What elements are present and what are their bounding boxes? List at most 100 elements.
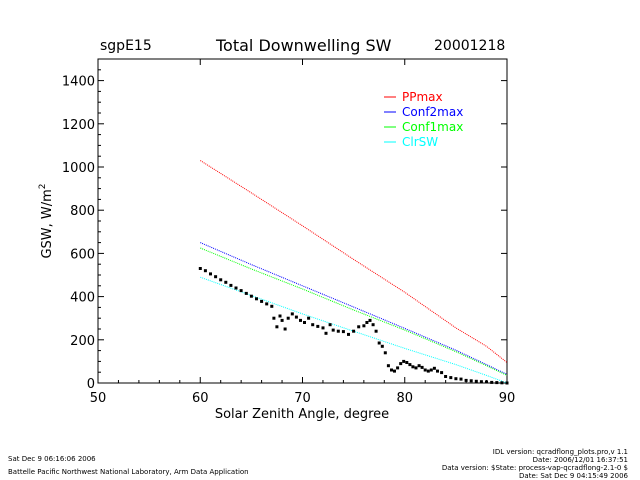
x-tick-label: 50 (90, 391, 107, 406)
data-point (239, 289, 243, 293)
data-point (299, 318, 302, 322)
chart-title: Total Downwelling SW (216, 36, 392, 55)
data-point (272, 316, 276, 320)
data-point (214, 275, 218, 279)
data-point (436, 369, 439, 373)
x-tick-label: 80 (396, 391, 413, 406)
data-point (380, 344, 384, 348)
data-point (495, 381, 499, 385)
data-point (408, 363, 412, 367)
data-point (203, 269, 207, 273)
data-point (294, 315, 298, 319)
data-point (303, 321, 306, 324)
data-point (278, 314, 282, 318)
data-point (365, 321, 369, 324)
data-point (341, 330, 345, 334)
data-point (414, 366, 418, 370)
data-point (249, 294, 253, 298)
data-point (316, 324, 320, 328)
data-point (307, 316, 311, 320)
x-tick-label: 70 (294, 391, 311, 406)
data-point (275, 325, 279, 329)
data-point (429, 368, 433, 372)
data-point (393, 369, 396, 373)
data-point (399, 362, 403, 366)
data-point (371, 323, 375, 327)
data-point (255, 297, 258, 301)
data-point (411, 365, 415, 369)
y-axis-label-superscript: 2 (38, 183, 48, 189)
x-axis-label: Solar Zenith Angle, degree (215, 407, 389, 422)
data-point (440, 371, 444, 375)
run-time: Sat Dec 9 06:16:06 2006 (8, 455, 96, 463)
series-line-ppmax (200, 160, 508, 363)
data-point (459, 377, 463, 381)
data-version: Data version: $State: process-vap-qcradf… (441, 464, 628, 472)
data-point (469, 379, 473, 383)
idl-version: IDL version: qcradflong_plots.pro,v 1.1 (492, 448, 628, 456)
data-point (383, 351, 387, 355)
site-label: sgpE15 (100, 38, 152, 54)
y-axis-label: GSW, W/m2 (38, 183, 55, 258)
data-point (420, 365, 424, 369)
data-point (219, 278, 223, 282)
data-point (280, 318, 284, 322)
data-point (374, 329, 378, 333)
data-point (444, 375, 448, 378)
y-axis-label-base: GSW, W/m (40, 189, 55, 258)
data-point (490, 380, 494, 384)
y-tick-label: 1200 (62, 118, 95, 133)
data-point (368, 318, 372, 322)
data-point (286, 316, 290, 320)
legend-label-ppmax: PPmax (402, 90, 443, 104)
legend-label-conf2max: Conf2max (402, 105, 463, 119)
data-point (352, 329, 356, 333)
data-point (386, 364, 390, 368)
data-point (402, 359, 406, 363)
y-tick-label: 1400 (62, 75, 95, 90)
data-point (311, 323, 315, 327)
legend-label-conf1max: Conf1max (402, 120, 463, 134)
data-point (244, 291, 248, 295)
series-line-conf1max (200, 247, 508, 376)
data-point (423, 368, 427, 372)
data-point (464, 378, 468, 382)
x-tick-label: 90 (499, 391, 516, 406)
data-point (390, 368, 393, 372)
data-point (500, 381, 504, 385)
y-tick-label: 400 (70, 291, 95, 306)
data-date: Date: Sat Dec 9 04:15:49 2006 (519, 472, 628, 480)
data-point (265, 302, 269, 306)
data-point (198, 267, 202, 270)
data-point (426, 369, 430, 373)
data-point (357, 325, 361, 329)
data-point (321, 326, 325, 330)
data-point (362, 324, 366, 328)
data-point (336, 329, 340, 333)
legend-label-clrsw: ClrSW (402, 135, 438, 149)
data-point (234, 286, 238, 290)
idl-date: Date: 2006/12/01 16:37:51 (532, 456, 628, 464)
data-point (454, 377, 458, 381)
data-point (224, 280, 228, 284)
data-point (347, 332, 350, 336)
data-point (417, 364, 421, 368)
y-tick-label: 0 (87, 377, 95, 392)
data-point (479, 380, 483, 384)
data-point (328, 323, 332, 327)
data-point (449, 376, 453, 380)
data-point (474, 379, 478, 383)
y-tick-label: 200 (70, 334, 95, 349)
data-point (324, 331, 328, 335)
data-point (260, 299, 264, 303)
data-point (290, 312, 294, 316)
organization: Battelle Pacific Northwest National Labo… (8, 468, 249, 476)
data-point (229, 283, 233, 287)
y-tick-label: 800 (70, 204, 95, 219)
data-point (505, 381, 509, 385)
series-line-conf2max (200, 242, 508, 375)
y-tick-label: 600 (70, 247, 95, 262)
x-tick-label: 60 (192, 391, 209, 406)
data-point (270, 304, 274, 308)
